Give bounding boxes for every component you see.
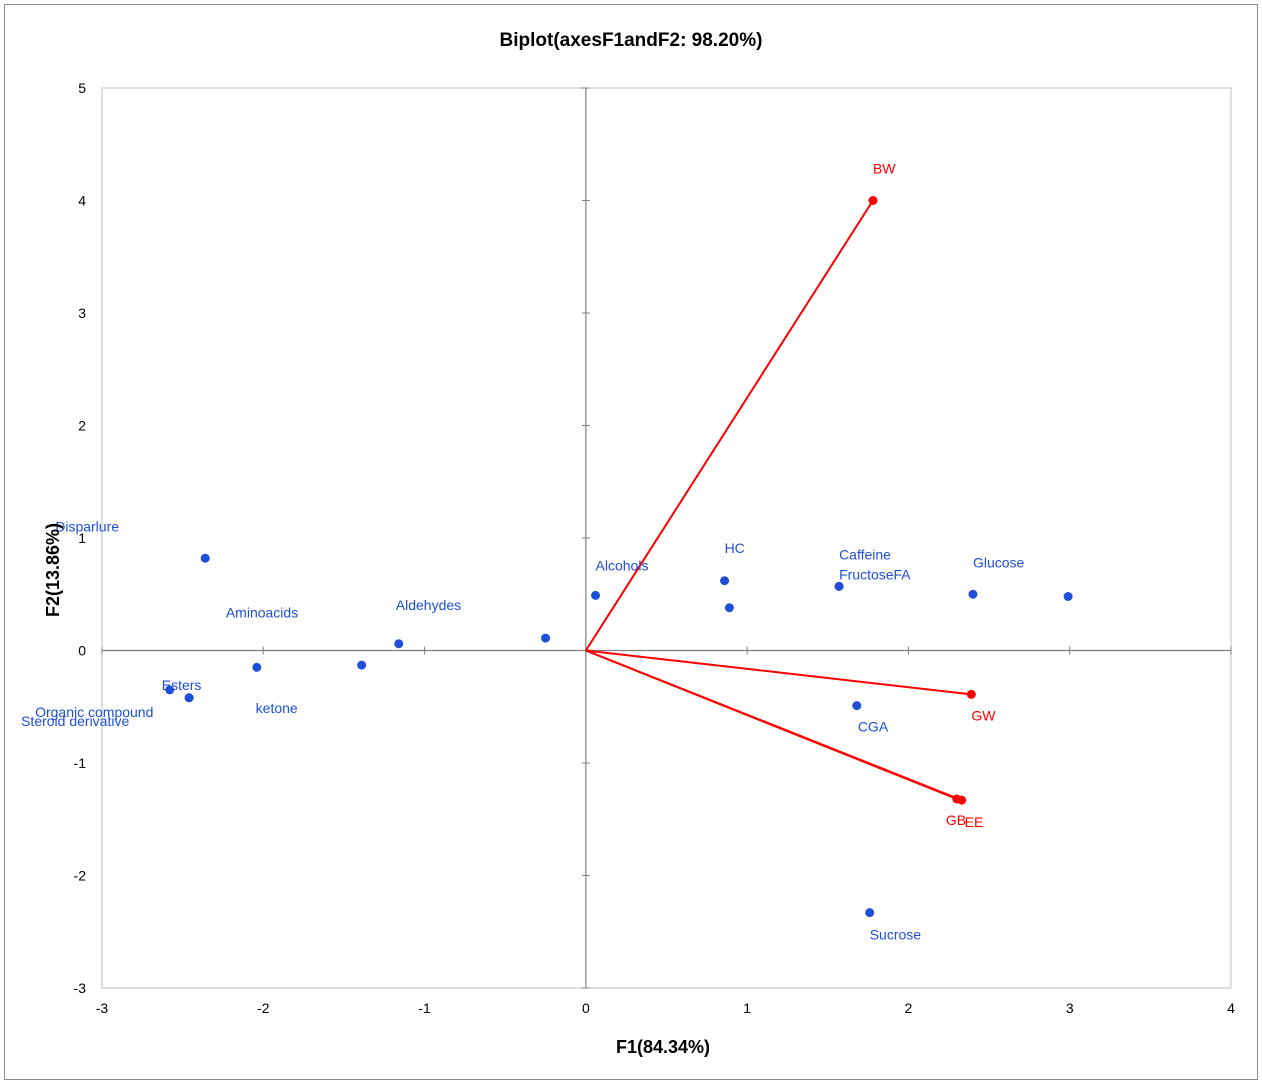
observation-point	[591, 590, 601, 600]
variable-label: GB	[946, 812, 966, 828]
observation-point	[1063, 592, 1073, 601]
x-axis-label: F1(84.34%)	[615, 1037, 711, 1057]
variable-point	[957, 795, 967, 805]
observation-point	[720, 576, 730, 586]
variable-label: BW	[873, 161, 896, 177]
variable-point	[868, 196, 878, 205]
observation-label: Alcohols	[596, 557, 649, 573]
y-tick-label: 4	[78, 193, 86, 209]
observation-point	[724, 603, 734, 613]
observation-label: HC	[725, 540, 745, 556]
observation-label: Aldehydes	[396, 597, 461, 613]
y-tick-label: 3	[78, 305, 86, 321]
x-tick-label: 3	[1066, 1000, 1074, 1016]
observation-point	[200, 553, 210, 563]
observation-label: FructoseFA	[839, 566, 911, 582]
variable-vector	[585, 199, 874, 652]
y-tick-label: 0	[78, 643, 86, 659]
chart-title: Biplot(axesF1andF2: 98.20%)	[499, 30, 763, 51]
observation-label: Esters	[162, 677, 202, 693]
observation-point	[852, 701, 862, 711]
x-tick-label: 4	[1227, 1000, 1235, 1016]
variable-vector	[585, 649, 972, 696]
observation-point	[184, 693, 194, 703]
x-tick-label: -1	[418, 1000, 431, 1016]
variable-vector	[585, 649, 963, 802]
y-tick-label: -2	[74, 868, 87, 884]
y-tick-label: -3	[74, 980, 87, 996]
y-tick-label: 5	[78, 80, 86, 96]
x-tick-label: -2	[257, 1000, 270, 1016]
observation-point	[834, 581, 844, 591]
x-tick-label: 2	[905, 1000, 913, 1016]
observation-point	[357, 660, 367, 670]
observation-point	[968, 589, 978, 599]
observation-point	[394, 639, 404, 649]
observation-label: Organic compound	[35, 704, 153, 720]
observation-point	[541, 633, 551, 643]
x-tick-label: 0	[582, 1000, 590, 1016]
observation-label: Caffeine	[839, 546, 891, 562]
axes-layer	[101, 87, 1232, 989]
observation-label: Aminoacids	[226, 604, 298, 620]
observation-label: Glucose	[973, 554, 1025, 570]
y-tick-label: -1	[74, 755, 87, 771]
observation-label: ketone	[256, 700, 298, 716]
variable-label: GW	[971, 707, 996, 723]
variable-point	[966, 689, 976, 699]
observation-label: Sucrose	[870, 927, 922, 943]
y-tick-label: 1	[78, 530, 86, 546]
observation-points	[165, 196, 1073, 918]
tick-labels: -3 -2 -1 0 1 2 3 4 -3 -2 -1 0 1 2 3 4 5	[74, 80, 1236, 1016]
variable-label: EE	[965, 814, 984, 830]
chart-frame	[4, 4, 1258, 1080]
point-labels: Disparlure Aminoacids Aldehydes ketone Ester…	[21, 161, 1024, 943]
y-axis-label: F2(13.86%)	[43, 522, 63, 618]
observation-label: CGA	[858, 719, 889, 735]
observation-label: Steroid derivative	[21, 713, 129, 729]
variable-vectors	[585, 199, 972, 802]
y-tick-label: 2	[78, 418, 86, 434]
observation-point	[252, 662, 262, 672]
observation-label: Disparlure	[55, 518, 119, 534]
observation-point	[165, 685, 175, 695]
plot-area-border	[101, 87, 1232, 989]
x-tick-label: 1	[743, 1000, 751, 1016]
observation-point	[865, 908, 875, 918]
x-tick-label: -3	[96, 1000, 109, 1016]
